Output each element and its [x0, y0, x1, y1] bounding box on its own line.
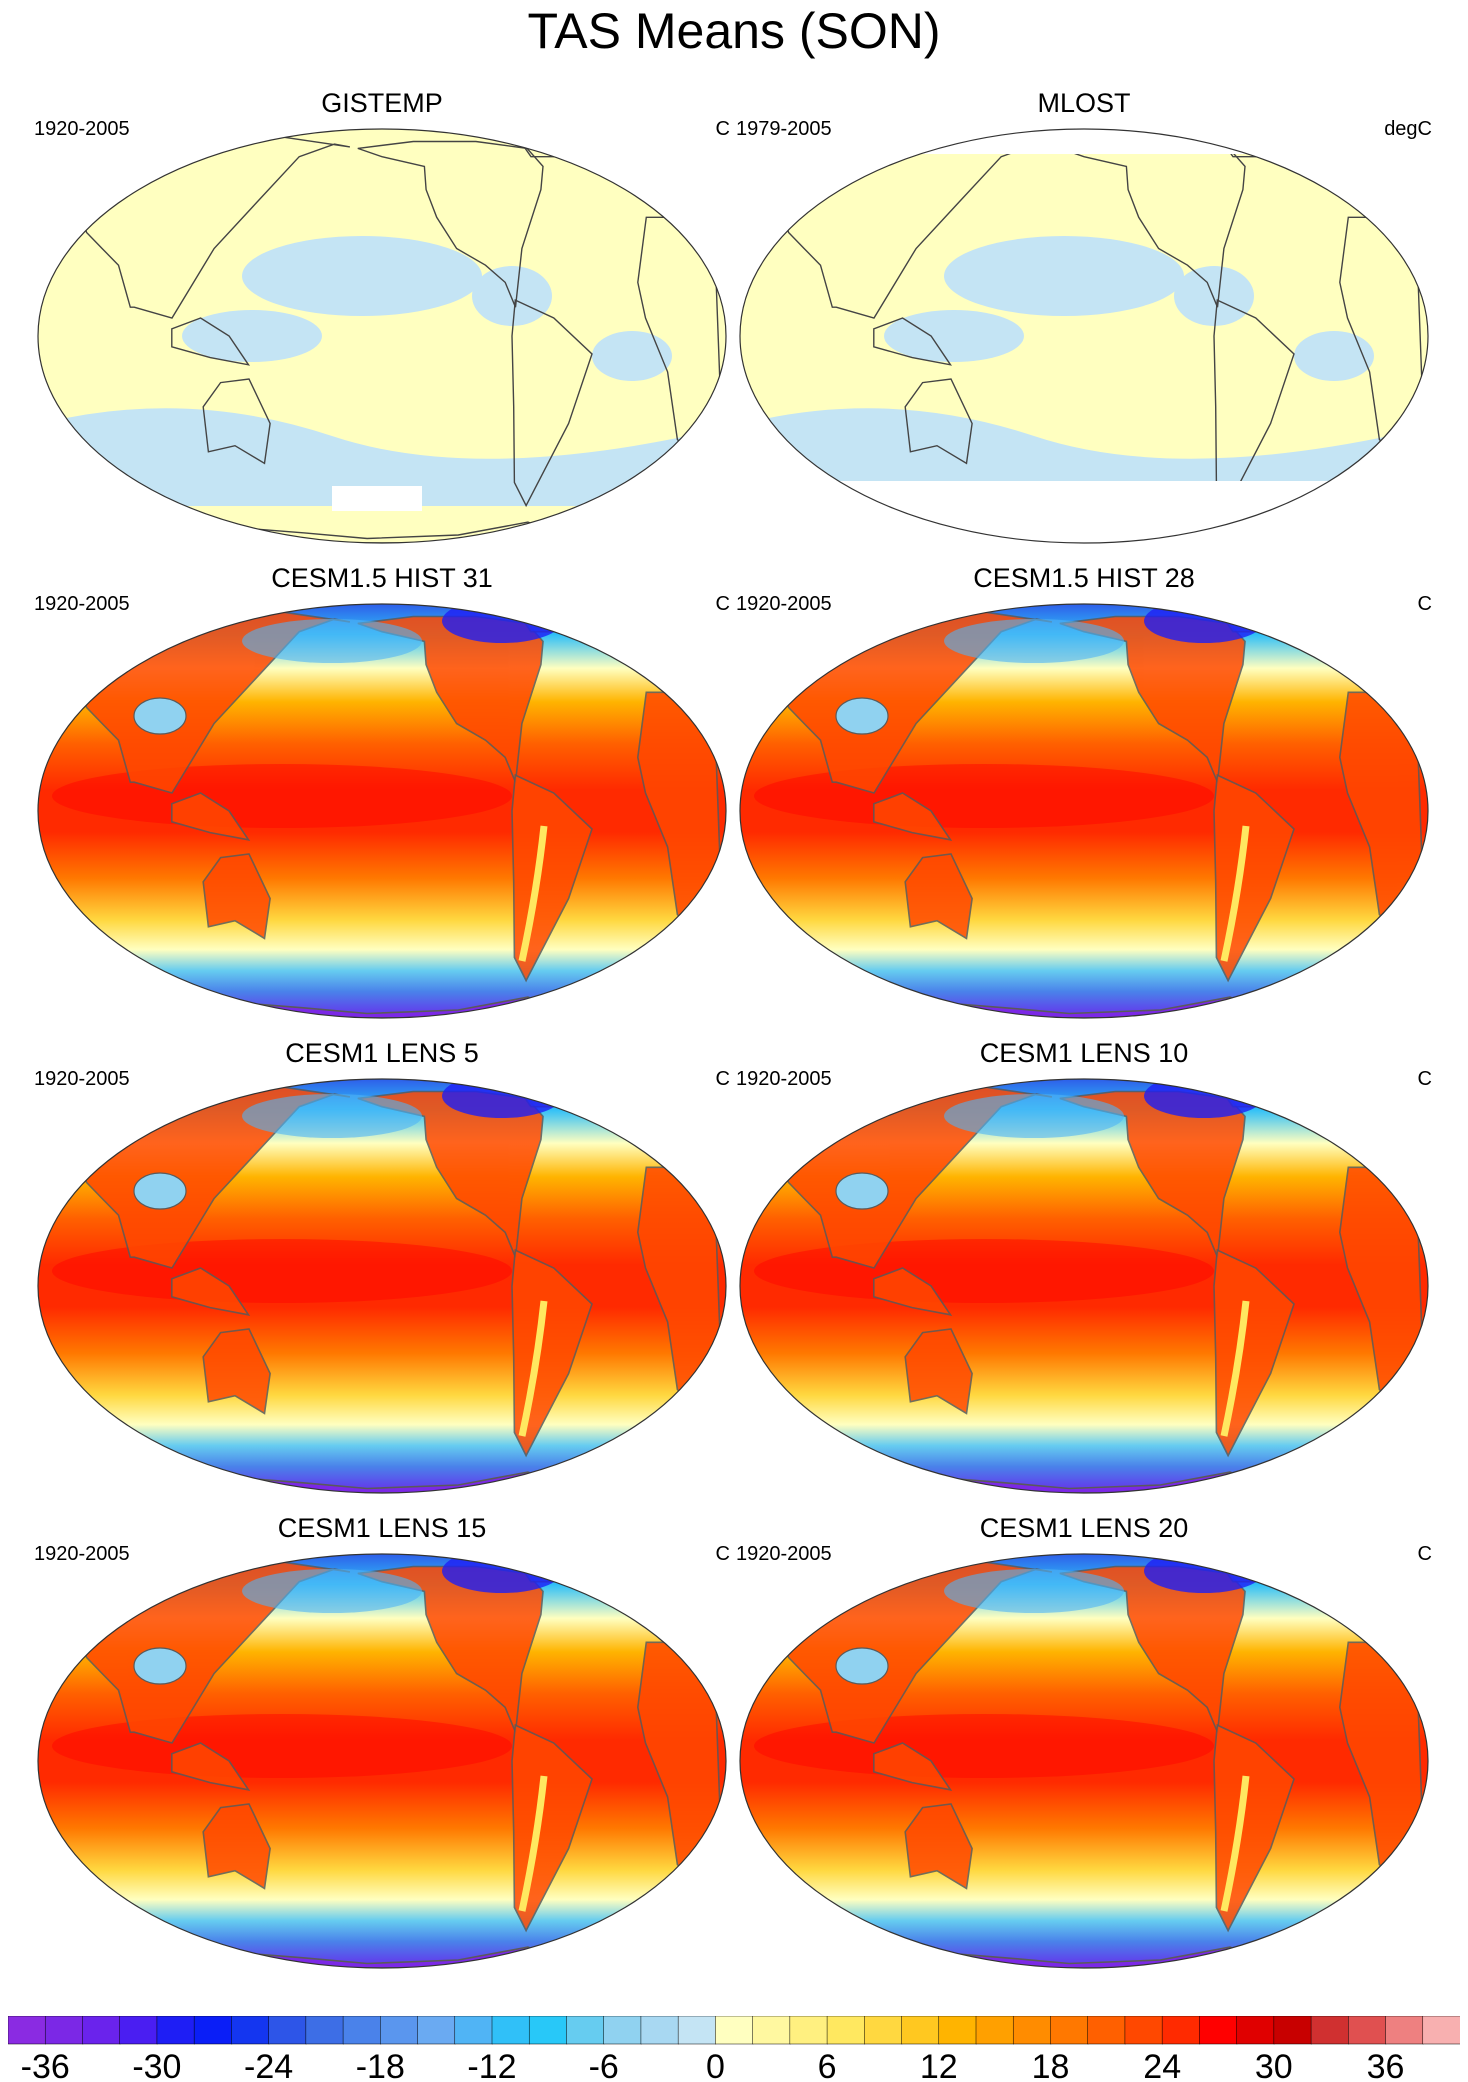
panel-years: 1979-2005	[736, 118, 832, 140]
colorbar-swatch	[454, 2016, 493, 2045]
world-map	[739, 128, 1429, 544]
panel-years: 1920-2005	[34, 1068, 130, 1090]
panel-title: CESM1 LENS 10	[979, 1038, 1189, 1068]
colorbar-tick-label: 6	[818, 2048, 837, 2082]
panel-units: C	[1417, 1068, 1432, 1090]
colorbar: -36 -30 -24 -18 -12 -6 0 6 12 18 24 30 36	[8, 2016, 1460, 2082]
colorbar-swatch	[342, 2016, 382, 2045]
colorbar-tick-label: 36	[1367, 2048, 1405, 2082]
colorbar-swatch	[715, 2016, 754, 2045]
colorbar-swatch	[193, 2016, 233, 2045]
colorbar-swatch	[901, 2016, 940, 2045]
panel-units: C	[715, 1068, 730, 1090]
colorbar-tick-label: -36	[21, 2048, 70, 2082]
panel-units: C	[715, 593, 730, 615]
panel-title: CESM1 LENS 15	[277, 1513, 487, 1543]
panel-years: 1920-2005	[736, 593, 832, 615]
map-panel: CESM1 LENS 15 1920-2005 C	[32, 1513, 732, 1983]
world-map	[739, 1078, 1429, 1494]
map-panel: MLOST 1979-2005 degC	[734, 88, 1434, 558]
colorbar-swatch	[1199, 2016, 1238, 2045]
panel-title: CESM1 LENS 20	[979, 1513, 1189, 1543]
colorbar-swatch	[1161, 2016, 1201, 2045]
colorbar-swatch	[268, 2016, 307, 2045]
colorbar-swatch	[491, 2016, 530, 2045]
panel-years: 1920-2005	[34, 118, 130, 140]
panel-units: C	[715, 1543, 730, 1565]
colorbar-swatch	[1050, 2016, 1089, 2045]
colorbar-tick-label: 18	[1032, 2048, 1070, 2082]
colorbar-swatch	[1236, 2016, 1275, 2045]
colorbar-swatch	[1348, 2016, 1387, 2045]
colorbar-tick-label: -24	[244, 2048, 293, 2082]
colorbar-swatch	[975, 2016, 1014, 2045]
panel-units: C	[715, 118, 730, 140]
panel-years: 1920-2005	[34, 1543, 130, 1565]
colorbar-swatch	[640, 2016, 679, 2045]
colorbar-tick-label: 12	[920, 2048, 958, 2082]
colorbar-swatch	[566, 2016, 605, 2045]
colorbar-swatch	[305, 2016, 344, 2045]
panel-years: 1920-2005	[736, 1068, 832, 1090]
colorbar-swatch	[789, 2016, 828, 2045]
colorbar-swatch	[417, 2016, 456, 2045]
colorbar-swatch	[528, 2016, 568, 2045]
panel-years: 1920-2005	[736, 1543, 832, 1565]
colorbar-tick-label: -18	[356, 2048, 405, 2082]
colorbar-tick-label: -6	[589, 2048, 619, 2082]
panel-units: C	[1417, 1543, 1432, 1565]
panel-title: GISTEMP	[321, 88, 443, 118]
colorbar-tick-label: -30	[132, 2048, 181, 2082]
world-map	[37, 128, 727, 544]
colorbar-swatch	[677, 2016, 717, 2045]
colorbar-swatch	[603, 2016, 642, 2045]
panel-title: CESM1 LENS 5	[285, 1038, 479, 1068]
world-map	[739, 603, 1429, 1019]
world-map	[37, 603, 727, 1019]
colorbar-tick-label: 0	[706, 2048, 725, 2082]
colorbar-tick-label: -12	[467, 2048, 516, 2082]
colorbar-swatch	[752, 2016, 791, 2045]
map-panel: CESM1.5 HIST 31 1920-2005 C	[32, 563, 732, 1033]
colorbar-swatch	[82, 2016, 121, 2045]
world-map	[739, 1553, 1429, 1969]
panel-units: degC	[1384, 118, 1432, 140]
colorbar-tick-label: 30	[1255, 2048, 1293, 2082]
colorbar-swatch	[1087, 2016, 1126, 2045]
colorbar-swatch	[119, 2016, 158, 2045]
colorbar-swatch	[826, 2016, 866, 2045]
panel-years: 1920-2005	[34, 593, 130, 615]
colorbar-tick-label: 24	[1143, 2048, 1181, 2082]
map-panel: GISTEMP 1920-2005 C	[32, 88, 732, 558]
colorbar-swatch	[1385, 2016, 1424, 2045]
map-panel: CESM1 LENS 10 1920-2005 C	[734, 1038, 1434, 1508]
panel-title: CESM1.5 HIST 31	[271, 563, 493, 593]
colorbar-swatch	[1310, 2016, 1350, 2045]
colorbar-swatch	[44, 2016, 84, 2045]
colorbar-swatch	[231, 2016, 270, 2045]
colorbar-swatch	[1124, 2016, 1163, 2045]
world-map	[37, 1553, 727, 1969]
colorbar-swatch	[8, 2016, 46, 2045]
map-panel: CESM1.5 HIST 28 1920-2005 C	[734, 563, 1434, 1033]
world-map	[37, 1078, 727, 1494]
map-panel: CESM1 LENS 5 1920-2005 C	[32, 1038, 732, 1508]
panel-title: CESM1.5 HIST 28	[973, 563, 1195, 593]
colorbar-swatch	[1273, 2016, 1312, 2045]
map-panel: CESM1 LENS 20 1920-2005 C	[734, 1513, 1434, 1983]
colorbar-swatch	[1422, 2016, 1460, 2045]
colorbar-swatch	[938, 2016, 977, 2045]
colorbar-swatch	[380, 2016, 419, 2045]
colorbar-swatch	[864, 2016, 903, 2045]
colorbar-swatch	[156, 2016, 195, 2045]
colorbar-swatch	[1012, 2016, 1052, 2045]
panel-units: C	[1417, 593, 1432, 615]
panel-title: MLOST	[1037, 88, 1131, 118]
figure-title: TAS Means (SON)	[527, 3, 941, 59]
